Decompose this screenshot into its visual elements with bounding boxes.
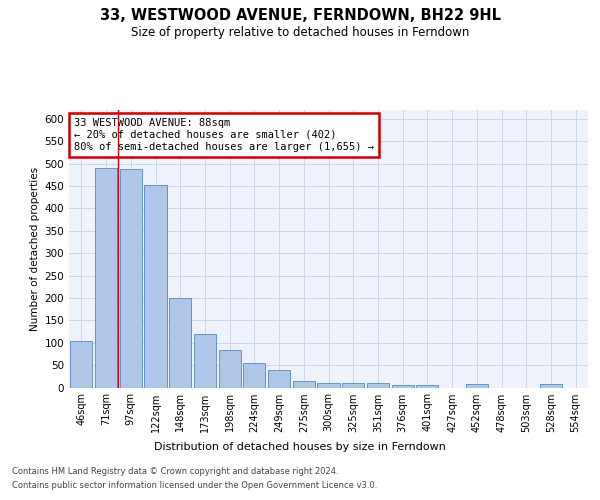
Bar xyxy=(392,386,414,388)
Bar xyxy=(268,370,290,388)
Text: Size of property relative to detached houses in Ferndown: Size of property relative to detached ho… xyxy=(131,26,469,39)
Bar xyxy=(540,384,562,388)
Bar xyxy=(95,168,117,388)
Text: Distribution of detached houses by size in Ferndown: Distribution of detached houses by size … xyxy=(154,442,446,452)
Y-axis label: Number of detached properties: Number of detached properties xyxy=(30,166,40,331)
Text: Contains public sector information licensed under the Open Government Licence v3: Contains public sector information licen… xyxy=(12,481,377,490)
Bar xyxy=(367,382,389,388)
Bar xyxy=(70,340,92,388)
Bar xyxy=(317,382,340,388)
Bar xyxy=(119,169,142,388)
Bar xyxy=(194,334,216,388)
Bar xyxy=(169,298,191,388)
Bar xyxy=(243,363,265,388)
Bar xyxy=(466,384,488,388)
Bar xyxy=(342,382,364,388)
Text: 33, WESTWOOD AVENUE, FERNDOWN, BH22 9HL: 33, WESTWOOD AVENUE, FERNDOWN, BH22 9HL xyxy=(100,8,500,22)
Bar xyxy=(218,350,241,388)
Bar xyxy=(416,386,439,388)
Bar xyxy=(293,381,315,388)
Text: Contains HM Land Registry data © Crown copyright and database right 2024.: Contains HM Land Registry data © Crown c… xyxy=(12,468,338,476)
Text: 33 WESTWOOD AVENUE: 88sqm
← 20% of detached houses are smaller (402)
80% of semi: 33 WESTWOOD AVENUE: 88sqm ← 20% of detac… xyxy=(74,118,374,152)
Bar xyxy=(145,184,167,388)
